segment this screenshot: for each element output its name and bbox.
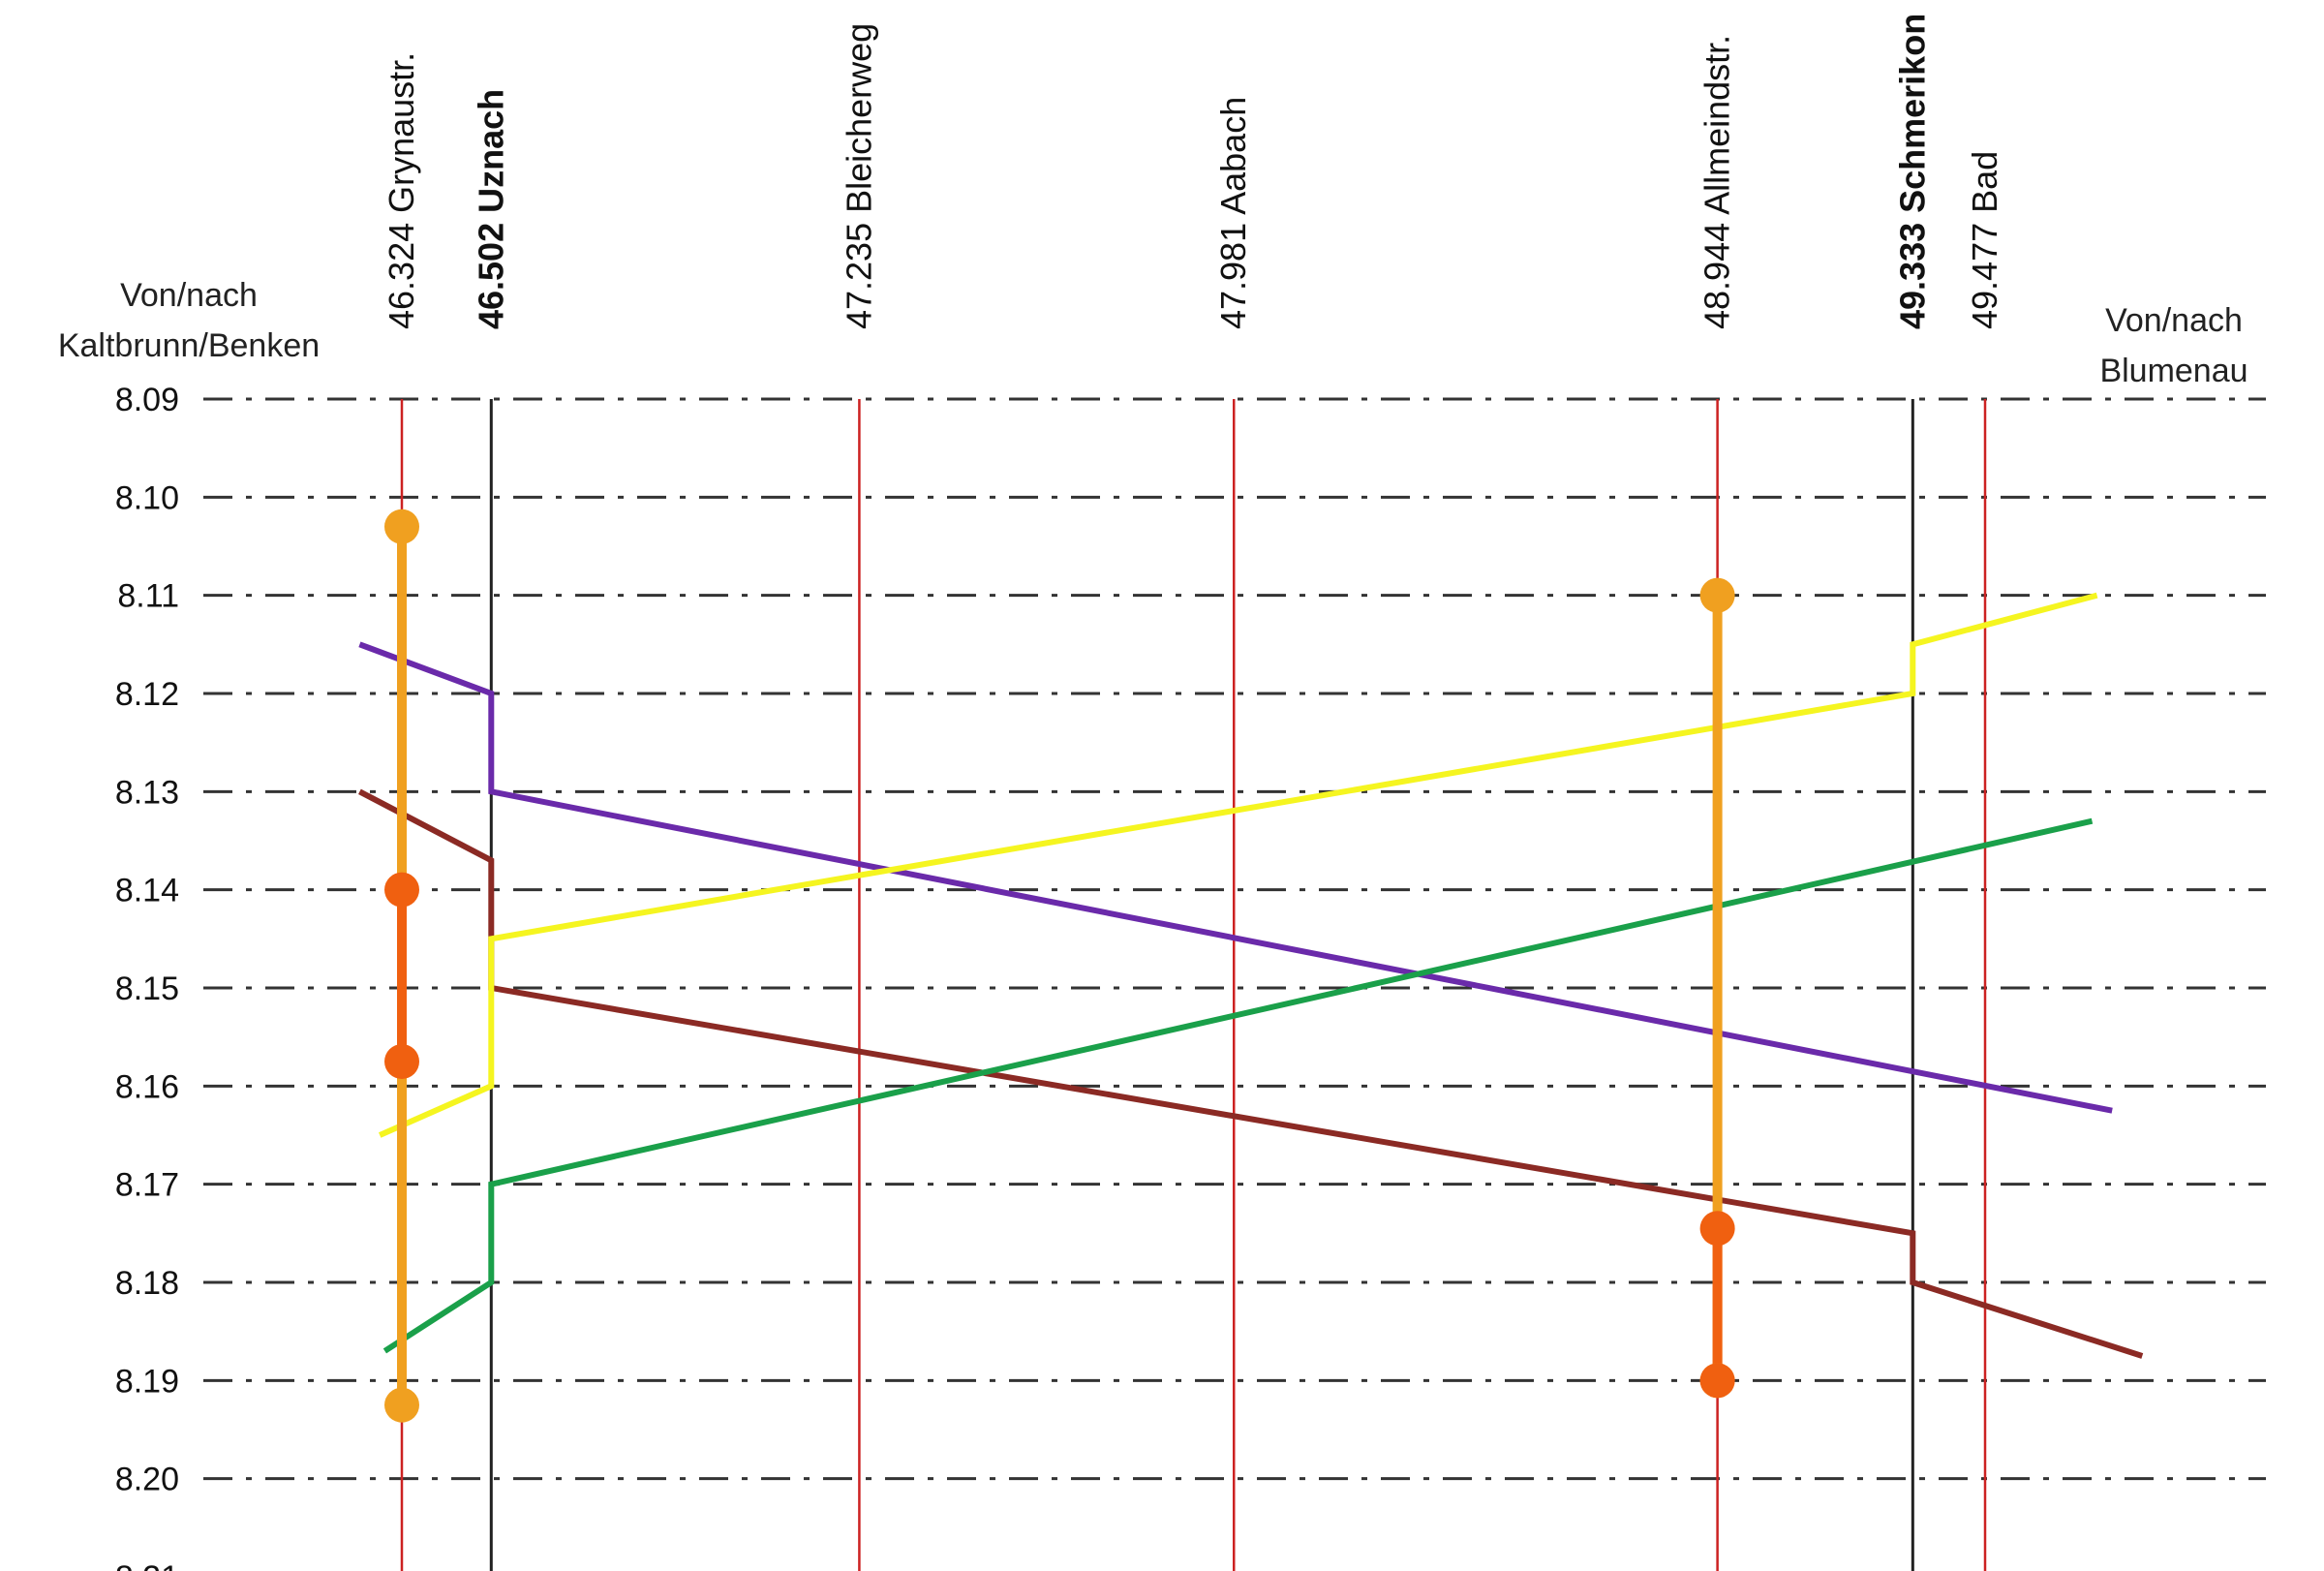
station-lines — [400, 399, 1987, 1571]
time-tick-label: 8.13 — [115, 774, 179, 811]
closure-point — [1699, 1363, 1735, 1399]
right-direction-label-line2: Blumenau — [2099, 353, 2248, 389]
barrier-closures — [384, 508, 1735, 1423]
time-tick-label: 8.19 — [115, 1363, 179, 1400]
closure-point — [1699, 577, 1735, 613]
time-tick-label: 8.12 — [115, 676, 179, 713]
right-direction-label-line1: Von/nach — [2105, 302, 2243, 339]
time-tick-label: 8.20 — [115, 1462, 179, 1498]
time-tick-label: 8.09 — [115, 382, 179, 418]
station-label: 47.235 Bleicherweg — [839, 23, 878, 329]
station-label: 47.981 Aabach — [1213, 97, 1253, 329]
station-label: 48.944 Allmeindstr. — [1697, 35, 1737, 329]
station-label: 49.477 Bad — [1965, 151, 2004, 329]
train-path-brown — [358, 788, 2144, 1359]
train-path-yellow — [378, 592, 2098, 1138]
time-tick-label: 8.16 — [115, 1068, 179, 1105]
time-tick-label: 8.14 — [115, 873, 179, 909]
closure-point — [384, 1044, 419, 1079]
station-label: 46.502 Uznach — [471, 89, 510, 329]
closure-point — [384, 508, 419, 544]
closure-point — [384, 1387, 419, 1423]
train-path-green — [382, 817, 2094, 1354]
train-path-purple — [358, 641, 2113, 1114]
closure-point — [384, 872, 419, 908]
station-label: 49.333 Schmerikon — [1892, 14, 1932, 329]
time-tick-label: 8.15 — [115, 970, 179, 1007]
closure-point — [1699, 1211, 1735, 1247]
time-axis-labels: 8.09 8.10 8.11 8.12 8.13 8.14 8.15 8.16 8.17 8.18… — [115, 382, 179, 1571]
left-direction-label-line2: Kaltbrunn/Benken — [58, 327, 320, 364]
left-direction-label-line1: Von/nach — [120, 277, 258, 314]
train-paths — [358, 592, 2144, 1359]
time-tick-label: 8.18 — [115, 1265, 179, 1302]
time-tick-label: 8.11 — [117, 578, 179, 615]
time-tick-label: 8.21 — [115, 1559, 179, 1571]
station-labels: 46.324 Grynaustr. 46.502 Uznach 47.235 Ble… — [382, 14, 2004, 329]
station-label: 46.324 Grynaustr. — [382, 52, 421, 329]
time-tick-label: 8.10 — [115, 479, 179, 516]
time-tick-label: 8.17 — [115, 1167, 179, 1204]
